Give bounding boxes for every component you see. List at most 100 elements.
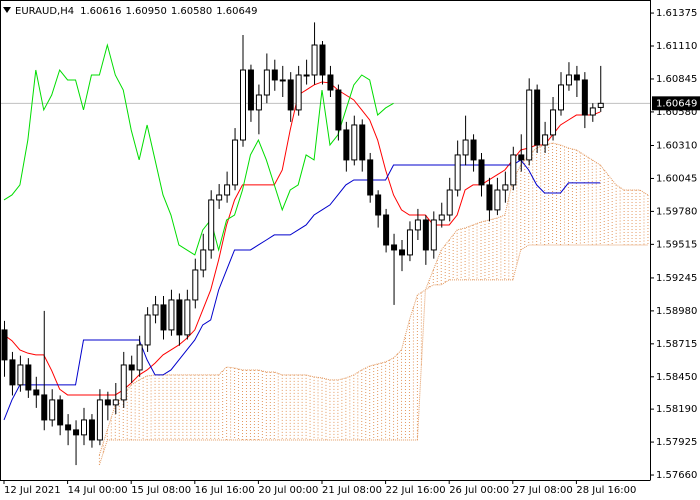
candle-body <box>581 79 588 116</box>
candle-body <box>41 394 48 421</box>
candle-body <box>311 44 318 76</box>
candle-body <box>144 314 151 346</box>
candle-body <box>454 154 461 191</box>
y-tick-label: 1.60310 <box>656 140 697 151</box>
candle-body <box>558 84 564 111</box>
y-tick-label: 1.57660 <box>656 470 697 481</box>
candle-body <box>319 44 326 76</box>
candle-body <box>176 299 183 336</box>
candle-body <box>88 419 95 441</box>
candle-body <box>271 69 278 81</box>
candle-body <box>359 124 366 161</box>
indicator-line <box>3 81 601 396</box>
x-tick-label: 15 Jul 08:00 <box>131 485 191 496</box>
current-price-label: 1.60649 <box>656 98 697 109</box>
chart-header: EURAUD,H4 1.60616 1.60950 1.60580 1.60649 <box>15 6 258 17</box>
x-tick-label: 26 Jul 00:00 <box>449 485 509 496</box>
candle-body <box>335 89 342 131</box>
y-tick-label: 1.58190 <box>656 404 697 415</box>
candle-body <box>430 219 437 251</box>
candle-body <box>550 109 557 136</box>
candle-body <box>391 244 398 251</box>
candle-body <box>1 329 8 361</box>
candle-body <box>287 79 294 111</box>
y-tick-label: 1.61110 <box>656 41 697 52</box>
candle-body <box>573 74 580 81</box>
high-price: 1.60950 <box>125 6 166 17</box>
candle-body <box>470 139 477 161</box>
candle-body <box>486 184 493 211</box>
close-price: 1.60649 <box>216 6 257 17</box>
candle-body <box>17 364 24 386</box>
candle-body <box>200 249 207 271</box>
y-tick-label: 1.59515 <box>656 239 697 250</box>
candle-body <box>494 189 501 211</box>
candle-body <box>160 304 167 331</box>
candle-body <box>57 399 64 426</box>
x-tick-label: 22 Jul 16:00 <box>386 485 446 496</box>
candle-body <box>208 199 215 251</box>
current-price-box <box>652 96 700 111</box>
y-tick-label: 1.58450 <box>656 372 697 383</box>
candle-body <box>255 94 262 111</box>
candle-body <box>120 364 127 401</box>
y-tick-label: 1.59245 <box>656 273 697 284</box>
candle-body <box>406 229 413 256</box>
candle-body <box>81 419 87 436</box>
candle-body <box>351 124 358 161</box>
candle-body <box>73 429 80 436</box>
x-tick-label: 20 Jul 00:00 <box>258 485 318 496</box>
candle-body <box>510 154 517 186</box>
candle-body <box>112 399 119 406</box>
candle-body <box>295 74 302 111</box>
symbol: EURAUD,H4 <box>15 6 74 17</box>
candle-body <box>462 139 469 156</box>
candle-body <box>279 79 286 82</box>
candle-body <box>184 299 191 336</box>
indicator-line <box>3 159 601 421</box>
candle-body <box>136 344 143 371</box>
candle-body <box>240 69 246 141</box>
candle-body <box>247 69 254 111</box>
candle-body <box>128 364 135 371</box>
candle-body <box>49 399 56 421</box>
y-tick-label: 1.61375 <box>656 8 697 19</box>
candle-body <box>263 69 270 96</box>
candle-body <box>168 299 175 331</box>
candle-body <box>65 424 72 431</box>
low-price: 1.60580 <box>171 6 212 17</box>
collapse-arrow <box>3 7 11 13</box>
x-tick-label: 16 Jul 16:00 <box>195 485 255 496</box>
y-tick-label: 1.59780 <box>656 206 697 217</box>
candle-body <box>597 102 604 108</box>
x-tick-label: 21 Jul 08:00 <box>322 485 382 496</box>
x-tick-label: 28 Jul 16:00 <box>576 485 636 496</box>
x-tick-label: 27 Jul 08:00 <box>513 485 573 496</box>
candle-body <box>327 74 334 91</box>
y-tick-label: 1.58980 <box>656 306 697 317</box>
x-tick-label: 12 Jul 2021 <box>4 485 61 496</box>
candle-body <box>534 89 541 146</box>
y-tick-label: 1.60580 <box>656 107 697 118</box>
y-tick-label: 1.57925 <box>656 437 697 448</box>
candle-body <box>216 194 223 201</box>
candle-body <box>478 159 485 186</box>
x-tick-label: 14 Jul 00:00 <box>68 485 128 496</box>
y-tick-label: 1.60045 <box>656 173 697 184</box>
candle-body <box>232 139 239 186</box>
candle-body <box>192 269 199 301</box>
candle-body <box>343 129 350 161</box>
candle-body <box>375 194 382 216</box>
candle-body <box>152 304 159 316</box>
candle-body <box>367 159 374 196</box>
candle-body <box>502 184 509 191</box>
cloud-span-b <box>98 244 648 466</box>
open-price: 1.60616 <box>80 6 121 17</box>
candle-body <box>399 249 405 256</box>
candle-body <box>589 107 596 116</box>
candle-body <box>9 359 16 386</box>
candle-body <box>25 364 32 391</box>
candle-body <box>33 389 40 396</box>
candle-body <box>438 214 445 221</box>
